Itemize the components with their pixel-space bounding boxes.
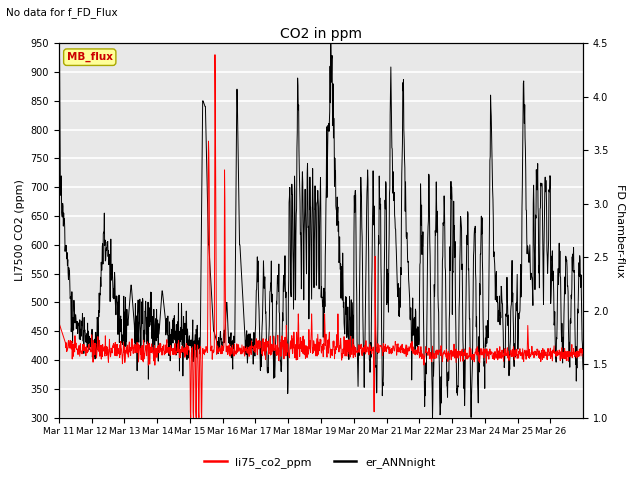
li75_co2_ppm <box>211 52 219 58</box>
Text: MB_flux: MB_flux <box>67 52 113 62</box>
li75_co2_ppm <box>187 415 195 420</box>
er_ANNnight <box>297 251 305 256</box>
Title: CO2 in ppm: CO2 in ppm <box>280 27 362 41</box>
li75_co2_ppm <box>298 348 305 354</box>
er_ANNnight <box>429 415 436 420</box>
Y-axis label: LI7500 CO2 (ppm): LI7500 CO2 (ppm) <box>15 180 25 281</box>
er_ANNnight <box>445 375 452 381</box>
Legend: li75_co2_ppm, er_ANNnight: li75_co2_ppm, er_ANNnight <box>200 452 440 472</box>
li75_co2_ppm <box>308 311 316 317</box>
li75_co2_ppm <box>573 353 581 359</box>
li75_co2_ppm <box>522 349 529 355</box>
Y-axis label: FD Chamber-flux: FD Chamber-flux <box>615 183 625 277</box>
er_ANNnight <box>579 367 587 372</box>
er_ANNnight <box>307 235 315 240</box>
er_ANNnight <box>573 365 581 371</box>
li75_co2_ppm <box>579 354 587 360</box>
li75_co2_ppm <box>55 320 63 325</box>
Line: li75_co2_ppm: li75_co2_ppm <box>59 55 583 418</box>
er_ANNnight <box>327 35 335 40</box>
er_ANNnight <box>137 349 145 355</box>
li75_co2_ppm <box>445 350 452 356</box>
li75_co2_ppm <box>137 346 145 351</box>
er_ANNnight <box>55 40 63 46</box>
Line: er_ANNnight: er_ANNnight <box>59 37 583 418</box>
Text: No data for f_FD_Flux: No data for f_FD_Flux <box>6 7 118 18</box>
er_ANNnight <box>522 168 529 174</box>
